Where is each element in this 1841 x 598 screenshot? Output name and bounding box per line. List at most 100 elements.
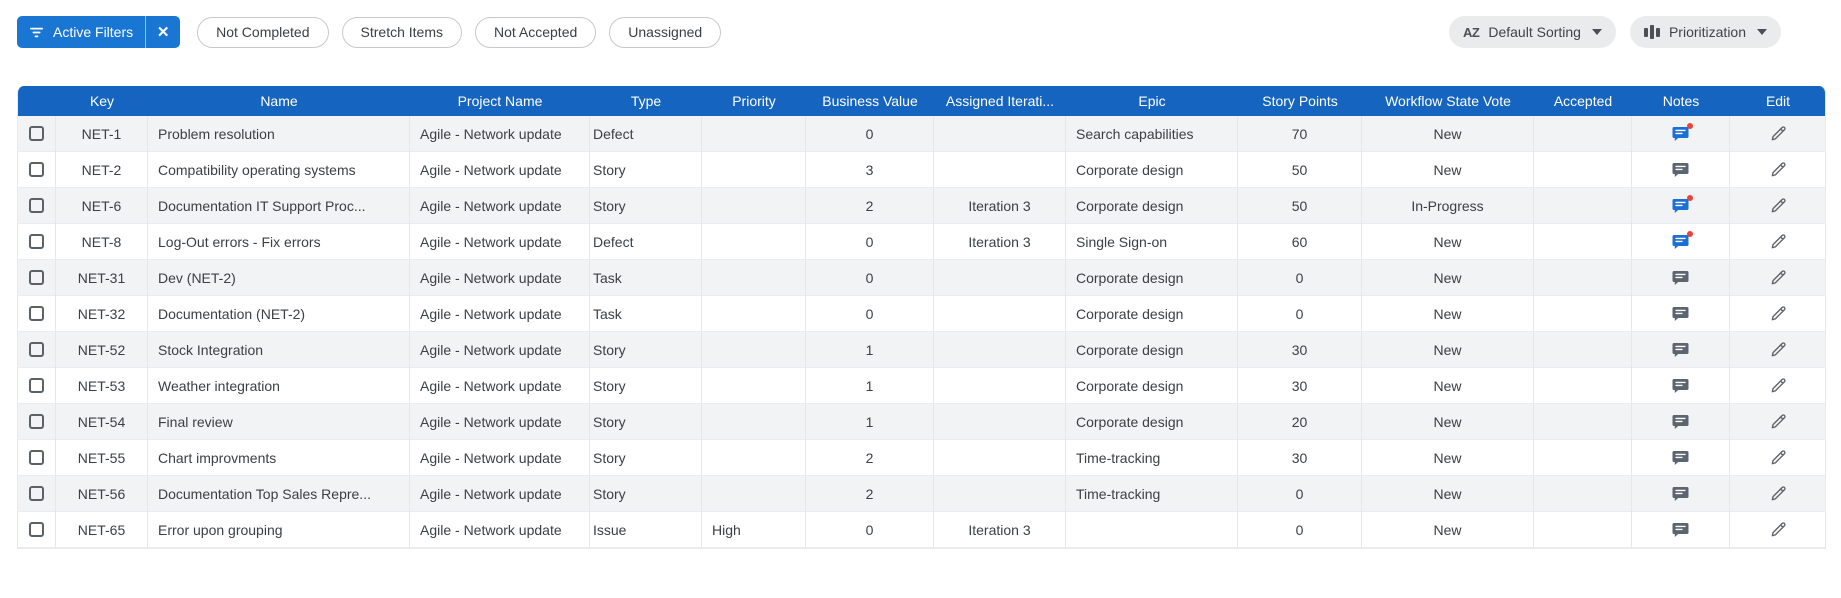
edit-button[interactable]: [1769, 196, 1788, 215]
row-checkbox[interactable]: [29, 522, 44, 537]
cell-assigned_iteration: [934, 476, 1066, 512]
notes-icon[interactable]: [1672, 486, 1689, 502]
table-row[interactable]: NET-8 Log-Out errors - Fix errors Agile - …: [18, 224, 1825, 260]
notes-icon[interactable]: [1672, 231, 1693, 250]
column-header-workflow_state_vote[interactable]: Workflow State Vote: [1362, 86, 1534, 116]
notes-icon[interactable]: [1672, 342, 1689, 358]
cell-key: NET-65: [56, 512, 148, 548]
column-header-epic[interactable]: Epic: [1066, 86, 1238, 116]
row-checkbox[interactable]: [29, 162, 44, 177]
table-row[interactable]: NET-31 Dev (NET-2) Agile - Network update T…: [18, 260, 1825, 296]
pencil-icon: [1771, 162, 1786, 177]
table-row[interactable]: NET-2 Compatibility operating systems Agil…: [18, 152, 1825, 188]
cell-accepted: [1534, 152, 1632, 188]
cell-priority: [702, 332, 806, 368]
edit-button[interactable]: [1769, 520, 1788, 539]
cell-priority: [702, 476, 806, 512]
view-mode-dropdown[interactable]: Prioritization: [1629, 16, 1781, 48]
cell-epic: Time-tracking: [1066, 476, 1238, 512]
cell-assigned_iteration: Iteration 3: [934, 224, 1066, 260]
notes-icon[interactable]: [1672, 162, 1689, 178]
column-header-priority[interactable]: Priority: [702, 86, 806, 116]
toolbar: Active Filters ✕ Not Completed Stretch It…: [17, 16, 1781, 48]
notes-icon[interactable]: [1672, 378, 1689, 394]
column-header-notes[interactable]: Notes: [1632, 86, 1730, 116]
edit-button[interactable]: [1769, 484, 1788, 503]
view-mode-label: Prioritization: [1668, 24, 1746, 40]
cell-business_value: 0: [806, 116, 934, 152]
notes-icon[interactable]: [1672, 414, 1689, 430]
edit-button[interactable]: [1769, 412, 1788, 431]
cell-type: Story: [590, 476, 702, 512]
notes-icon[interactable]: [1672, 270, 1689, 286]
pencil-icon: [1771, 306, 1786, 321]
row-checkbox[interactable]: [29, 378, 44, 393]
notes-icon[interactable]: [1672, 522, 1689, 538]
column-header-assigned_iteration[interactable]: Assigned Iterati...: [934, 86, 1066, 116]
row-checkbox[interactable]: [29, 486, 44, 501]
unread-dot: [1687, 123, 1693, 130]
filter-chip[interactable]: Not Completed: [197, 16, 329, 48]
row-checkbox[interactable]: [29, 126, 44, 141]
cell-story_points: 20: [1238, 404, 1362, 440]
table-row[interactable]: NET-6 Documentation IT Support Proc... Agi…: [18, 188, 1825, 224]
row-checkbox[interactable]: [29, 234, 44, 249]
table-row[interactable]: NET-53 Weather integration Agile - Network…: [18, 368, 1825, 404]
row-checkbox[interactable]: [29, 450, 44, 465]
edit-button[interactable]: [1769, 340, 1788, 359]
sorting-dropdown[interactable]: AZ Default Sorting: [1449, 16, 1616, 48]
row-checkbox[interactable]: [29, 270, 44, 285]
table-row[interactable]: NET-32 Documentation (NET-2) Agile - Netwo…: [18, 296, 1825, 332]
table-row[interactable]: NET-65 Error upon grouping Agile - Network…: [18, 512, 1825, 548]
column-header-key[interactable]: Key: [56, 86, 148, 116]
column-header-accepted[interactable]: Accepted: [1534, 86, 1632, 116]
table-row[interactable]: NET-55 Chart improvments Agile - Network u…: [18, 440, 1825, 476]
edit-button[interactable]: [1769, 448, 1788, 467]
cell-project_name: Agile - Network update: [410, 188, 590, 224]
row-checkbox[interactable]: [29, 342, 44, 357]
table-row[interactable]: NET-52 Stock Integration Agile - Network u…: [18, 332, 1825, 368]
cell-name: Problem resolution: [148, 116, 410, 152]
clear-filters-close-icon[interactable]: ✕: [156, 24, 170, 41]
cell-business_value: 2: [806, 188, 934, 224]
table-row[interactable]: NET-54 Final review Agile - Network update…: [18, 404, 1825, 440]
cell-business_value: 2: [806, 440, 934, 476]
column-header-project_name[interactable]: Project Name: [410, 86, 590, 116]
cell-epic: Corporate design: [1066, 260, 1238, 296]
filter-chip[interactable]: Unassigned: [609, 16, 722, 48]
column-header-name[interactable]: Name: [148, 86, 410, 116]
column-header-business_value[interactable]: Business Value: [806, 86, 934, 116]
edit-button[interactable]: [1769, 268, 1788, 287]
table-row[interactable]: NET-1 Problem resolution Agile - Network u…: [18, 116, 1825, 152]
cell-type: Issue: [590, 512, 702, 548]
column-header-type[interactable]: Type: [590, 86, 702, 116]
row-checkbox[interactable]: [29, 198, 44, 213]
notes-icon[interactable]: [1672, 195, 1693, 214]
chevron-down-icon: [1757, 29, 1767, 35]
pencil-icon: [1771, 198, 1786, 213]
active-filters-button[interactable]: Active Filters ✕: [17, 16, 181, 48]
notes-icon[interactable]: [1672, 450, 1689, 466]
row-checkbox[interactable]: [29, 306, 44, 321]
filter-chip[interactable]: Not Accepted: [474, 16, 597, 48]
notes-icon[interactable]: [1672, 306, 1689, 322]
row-checkbox[interactable]: [29, 414, 44, 429]
column-header-story_points[interactable]: Story Points: [1238, 86, 1362, 116]
cell-type: Defect: [590, 224, 702, 260]
filter-chip[interactable]: Stretch Items: [341, 16, 462, 48]
unread-dot: [1687, 231, 1693, 238]
edit-button[interactable]: [1769, 304, 1788, 323]
cell-key: NET-52: [56, 332, 148, 368]
cell-notes: [1632, 116, 1730, 152]
notes-icon[interactable]: [1672, 123, 1693, 142]
cell-edit: [1730, 260, 1825, 296]
table-row[interactable]: NET-56 Documentation Top Sales Repre... Ag…: [18, 476, 1825, 512]
pencil-icon: [1771, 450, 1786, 465]
edit-button[interactable]: [1769, 124, 1788, 143]
edit-button[interactable]: [1769, 376, 1788, 395]
column-header-edit[interactable]: Edit: [1730, 86, 1825, 116]
edit-button[interactable]: [1769, 232, 1788, 251]
pencil-icon: [1771, 378, 1786, 393]
edit-button[interactable]: [1769, 160, 1788, 179]
cell-type: Story: [590, 404, 702, 440]
